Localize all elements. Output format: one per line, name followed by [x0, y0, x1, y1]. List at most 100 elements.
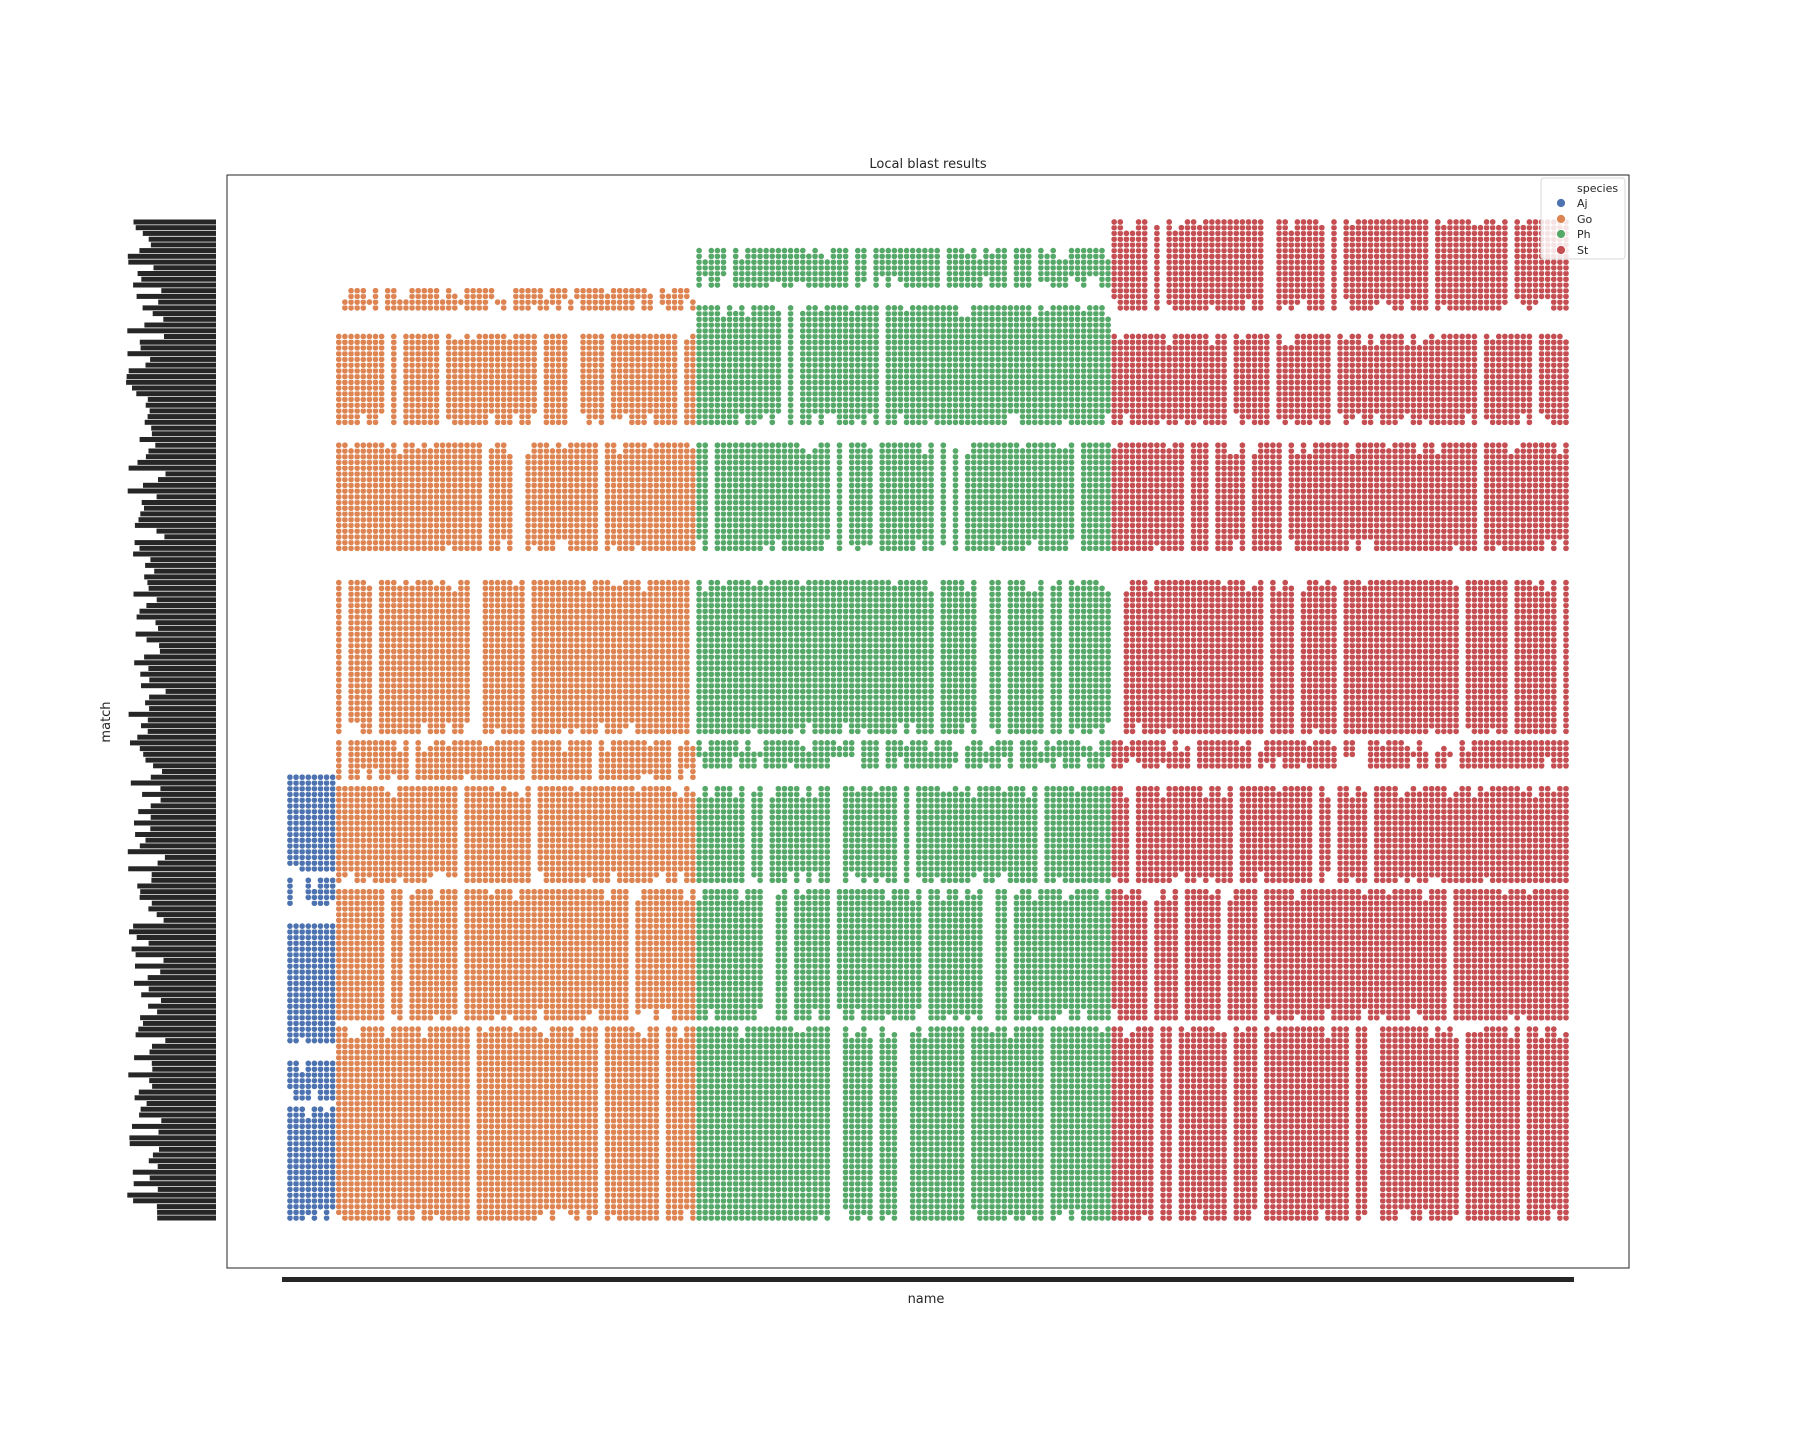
point-aj: [316, 968, 325, 976]
point-go: [445, 636, 453, 644]
point-aj: [316, 1111, 325, 1119]
point-go: [500, 350, 508, 358]
point-go: [487, 682, 496, 690]
point-aj: [310, 922, 318, 930]
point-go: [402, 705, 410, 713]
y-tick-label: [160, 786, 216, 792]
point-go: [378, 590, 386, 598]
point-go: [347, 579, 355, 587]
point-go: [512, 304, 520, 312]
y-tick-label: [150, 774, 216, 780]
point-go: [378, 756, 386, 764]
point-go: [390, 968, 398, 976]
point-go: [481, 401, 489, 409]
point-go: [390, 871, 398, 879]
point-go: [408, 304, 416, 312]
point-go: [390, 1157, 398, 1165]
point-go: [378, 871, 386, 879]
point-go: [426, 1111, 434, 1119]
point-go: [390, 682, 398, 690]
point-go: [341, 871, 349, 879]
point-aj: [316, 773, 325, 781]
point-go: [469, 802, 477, 810]
point-go: [457, 682, 465, 690]
point-go: [487, 287, 496, 295]
point-go: [451, 1111, 459, 1119]
point-go: [463, 350, 471, 358]
y-tick-label: [140, 345, 216, 351]
y-tick-label: [157, 1209, 216, 1215]
point-aj: [316, 922, 325, 930]
point-go: [451, 802, 459, 810]
point-go: [451, 373, 459, 381]
point-go: [378, 802, 386, 810]
point-go: [347, 991, 355, 999]
point-go: [506, 739, 514, 747]
point-go: [420, 1088, 428, 1096]
point-go: [371, 802, 380, 810]
point-go: [335, 968, 343, 976]
point-go: [487, 493, 496, 501]
point-go: [494, 991, 502, 999]
point-go: [371, 785, 380, 793]
point-go: [371, 350, 380, 358]
point-go: [384, 1180, 392, 1188]
point-aj: [292, 968, 300, 976]
y-tick-label: [139, 248, 216, 254]
point-go: [341, 848, 349, 856]
point-aj: [329, 825, 337, 833]
point-go: [414, 945, 422, 953]
point-go: [506, 888, 514, 896]
point-go: [451, 705, 459, 713]
point-go: [494, 968, 502, 976]
point-go: [408, 1180, 416, 1188]
point-go: [463, 1180, 471, 1188]
y-tick-label: [151, 425, 216, 431]
point-go: [353, 613, 361, 621]
point-go: [500, 1025, 508, 1033]
point-go: [494, 579, 502, 587]
point-go: [378, 705, 386, 713]
y-tick-label: [128, 866, 216, 872]
point-go: [439, 441, 447, 449]
y-tick-label: [137, 734, 216, 740]
point-go: [451, 1157, 459, 1165]
point-go: [390, 441, 398, 449]
point-go: [469, 825, 477, 833]
point-go: [402, 332, 410, 341]
point-go: [439, 785, 447, 793]
point-aj: [323, 802, 331, 810]
point-go: [506, 790, 514, 798]
point-go: [384, 659, 392, 667]
point-aj: [310, 899, 318, 907]
point-aj: [323, 1157, 331, 1165]
point-go: [359, 899, 367, 907]
point-go: [432, 332, 441, 341]
point-go: [500, 1180, 508, 1188]
point-go: [396, 756, 404, 764]
point-aj: [298, 779, 306, 787]
point-go: [353, 304, 361, 312]
point-go: [347, 1203, 355, 1211]
series-aj: [286, 773, 337, 1222]
point-go: [390, 1134, 398, 1142]
point-go: [353, 1203, 361, 1211]
point-go: [341, 447, 349, 455]
y-tick-label: [139, 545, 216, 551]
point-go: [408, 373, 416, 381]
point-aj: [316, 825, 325, 833]
point-go: [518, 304, 526, 312]
point-go: [347, 899, 355, 907]
y-tick-label: [150, 557, 216, 563]
point-go: [341, 945, 349, 953]
point-go: [487, 1134, 496, 1142]
point-go: [414, 1157, 422, 1165]
point-go: [426, 1180, 434, 1188]
point-go: [463, 785, 471, 793]
point-go: [384, 848, 392, 856]
point-go: [353, 1111, 361, 1119]
point-go: [402, 447, 410, 455]
point-go: [426, 871, 434, 879]
point-go: [506, 350, 514, 358]
point-aj: [292, 773, 300, 781]
